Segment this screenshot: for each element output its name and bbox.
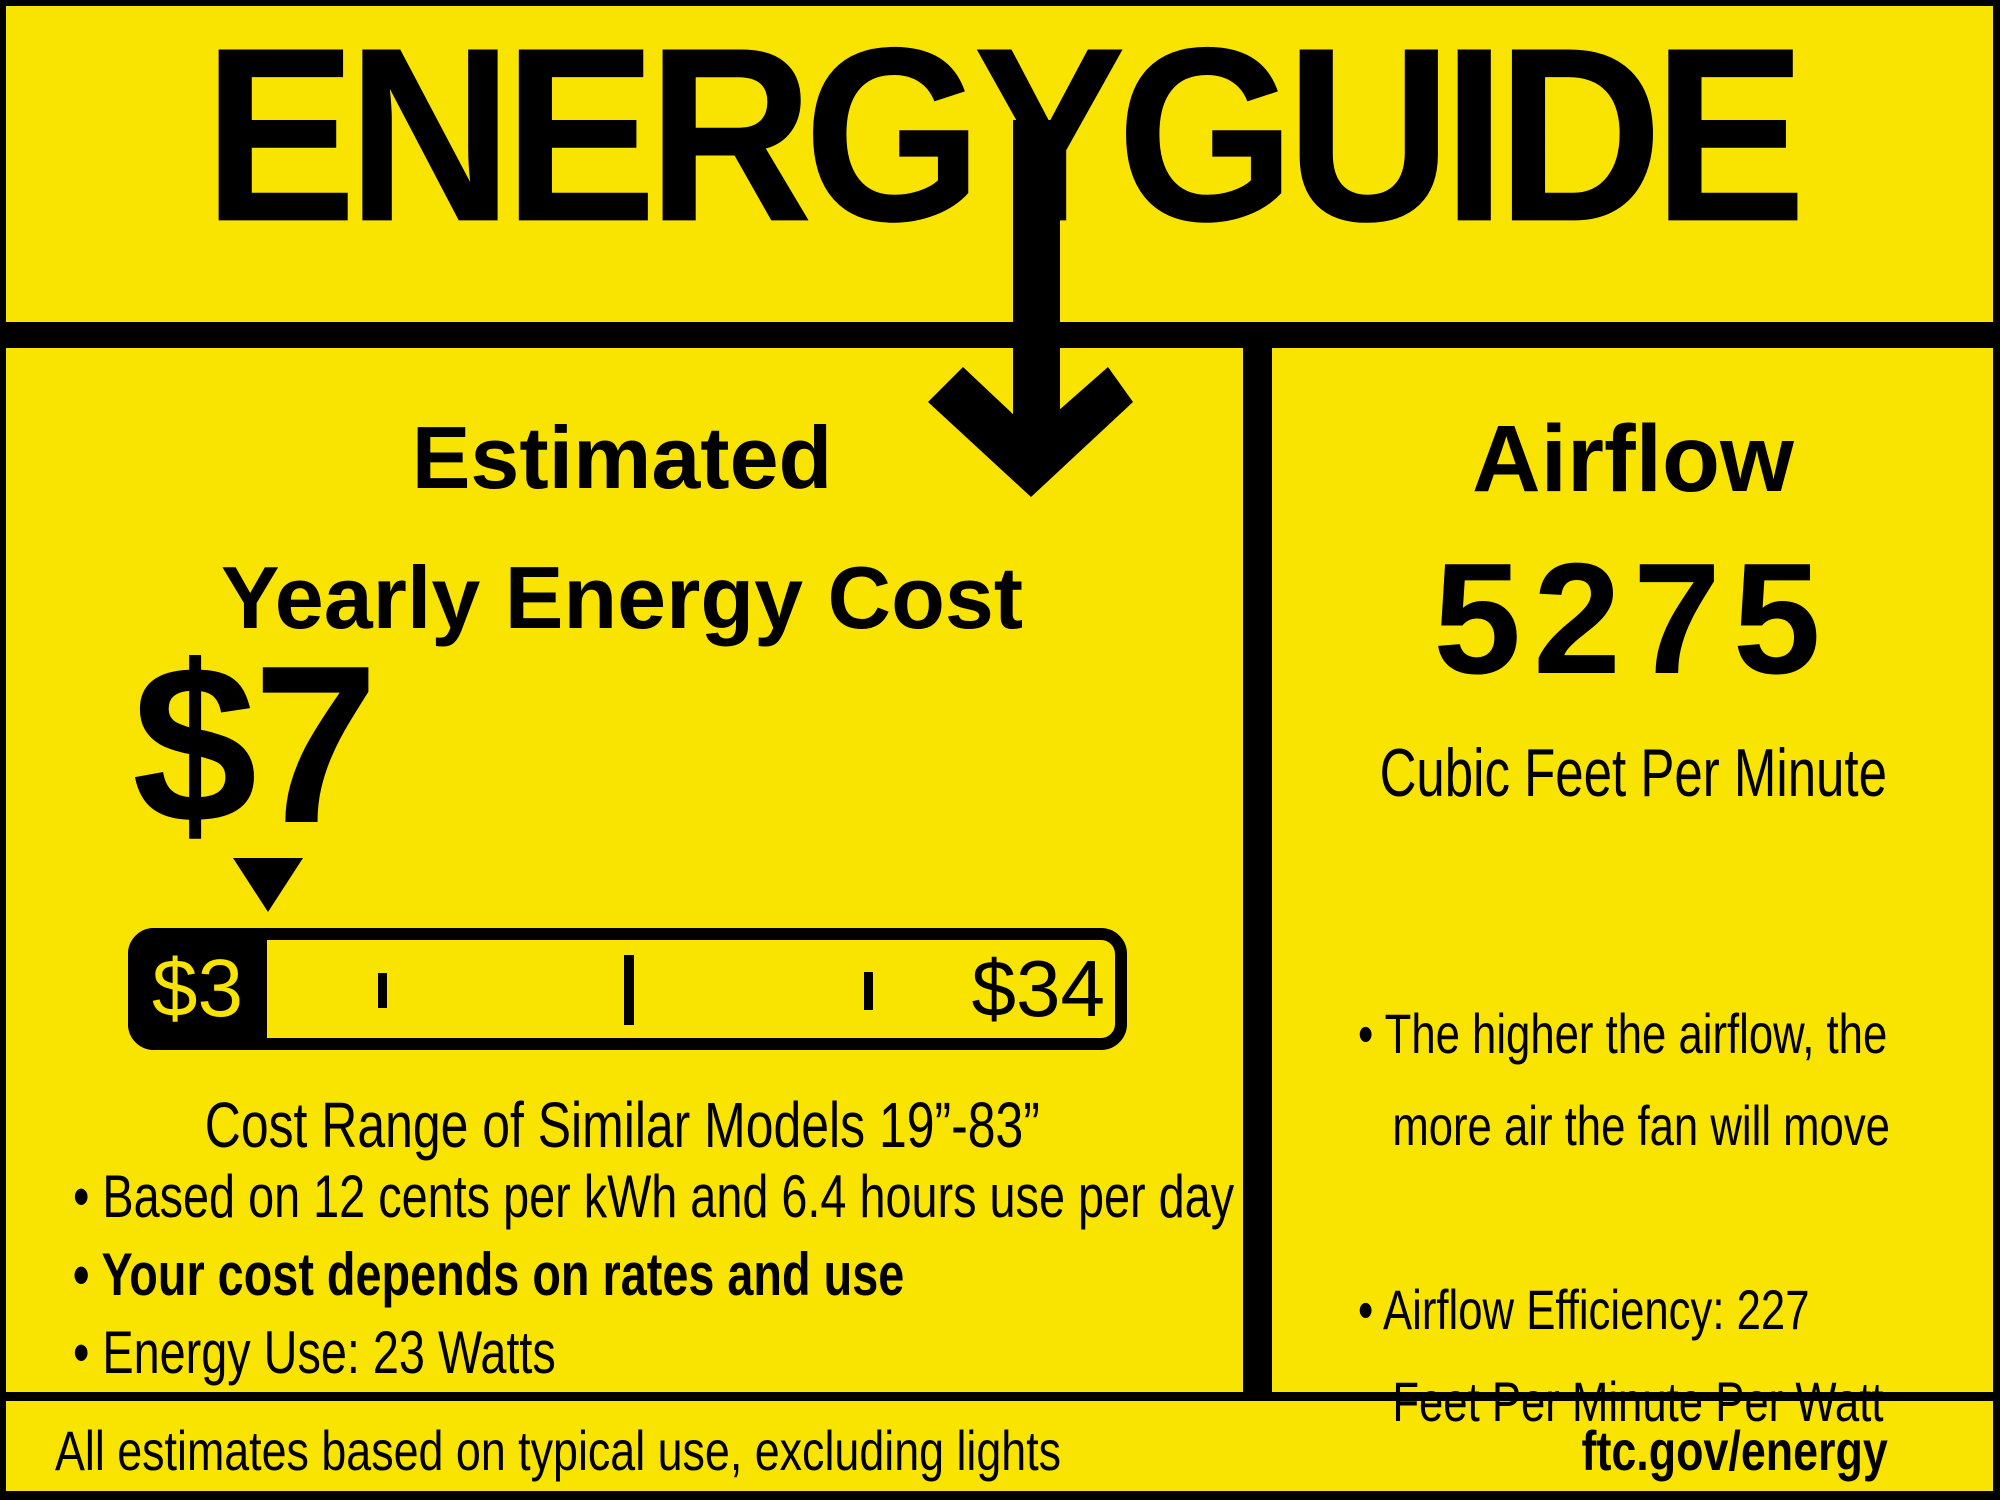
cost-range-caption: Cost Range of Similar Models 19”-83” — [204, 1089, 1040, 1161]
heading-line-1: Estimated — [411, 408, 833, 507]
airflow-note: • Airflow Efficiency: 227 Feet Per Minut… — [1358, 1278, 1884, 1433]
scale-tick — [864, 972, 873, 1010]
cost-note: • Energy Use: 23 Watts — [73, 1319, 556, 1386]
footer-divider-bar — [0, 1392, 2000, 1401]
label-border-top — [0, 0, 2000, 6]
airflow-unit: Cubic Feet Per Minute — [1379, 735, 1887, 811]
cost-range-scale: $3 $34 — [128, 928, 1127, 1050]
airflow-note: • The higher the airflow, the more air t… — [1358, 1002, 1890, 1157]
heading-line-2: Yearly Energy Cost — [220, 548, 1024, 647]
scale-tick-mid — [624, 955, 634, 1025]
scale-tick — [378, 973, 387, 1008]
label-border-right — [1993, 0, 2000, 1500]
airflow-heading: Airflow — [1472, 406, 1794, 512]
footer-disclaimer: All estimates based on typical use, excl… — [55, 1418, 1062, 1482]
airflow-value: 5275 — [1433, 531, 1833, 707]
airflow-notes-list: • The higher the airflow, the more air t… — [1358, 896, 2000, 1500]
header-divider-bar — [0, 322, 2000, 348]
cost-pointer-triangle-icon — [233, 858, 303, 912]
ftc-url: ftc.gov/energy — [1581, 1418, 1888, 1482]
label-border-left — [0, 0, 6, 1500]
cost-note: • Based on 12 cents per kWh and 6.4 hour… — [73, 1163, 1235, 1230]
panel-divider — [1243, 322, 1272, 1400]
cost-note: • Your cost depends on rates and use — [73, 1241, 905, 1308]
down-arrow-icon — [928, 120, 1133, 497]
scale-min-label: $3 — [151, 943, 244, 1034]
energyguide-title: ENERGYGUIDE — [203, 0, 1806, 273]
cost-notes-list: • Based on 12 cents per kWh and 6.4 hour… — [73, 1158, 1321, 1392]
label-border-bottom — [0, 1491, 2000, 1500]
scale-max-label: $34 — [971, 944, 1105, 1033]
cost-range-scale-fill — [128, 928, 267, 1050]
estimated-cost-value: $7 — [132, 618, 378, 870]
estimated-yearly-energy-cost-heading: Estimated Yearly Energy Cost — [0, 388, 1244, 668]
